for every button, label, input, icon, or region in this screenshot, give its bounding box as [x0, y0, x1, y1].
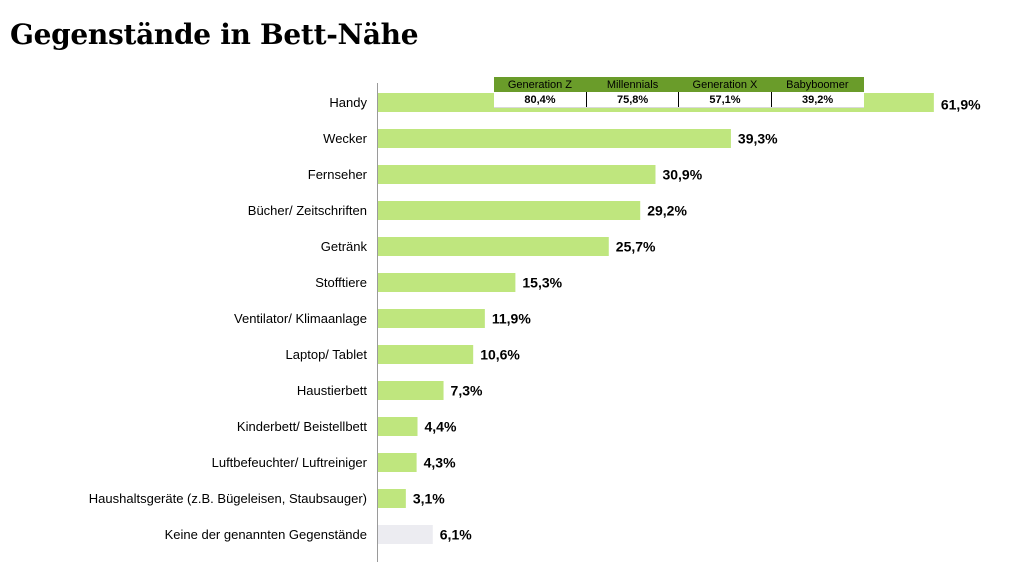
category-label: Luftbefeuchter/ Luftreiniger — [212, 455, 368, 470]
bar — [378, 273, 516, 292]
category-label: Keine der genannten Gegenstände — [165, 527, 367, 542]
category-label: Getränk — [321, 239, 368, 254]
value-label: 61,9% — [941, 97, 981, 113]
value-label: 25,7% — [616, 239, 656, 255]
category-label: Handy — [329, 95, 367, 110]
bar — [378, 201, 641, 220]
category-label: Laptop/ Tablet — [286, 347, 368, 362]
bar — [378, 489, 406, 508]
bar — [378, 129, 731, 148]
bar — [378, 309, 485, 328]
value-label: 7,3% — [451, 383, 483, 399]
category-label: Haustierbett — [297, 383, 367, 398]
category-label: Fernseher — [308, 167, 368, 182]
generation-header-cell: Generation Z — [494, 77, 587, 92]
category-label: Haushaltsgeräte (z.B. Bügeleisen, Staubs… — [89, 491, 367, 506]
bar — [378, 237, 609, 256]
generation-header-cell: Babyboomer — [771, 77, 865, 92]
value-label: 3,1% — [413, 491, 445, 507]
value-label: 15,3% — [522, 275, 562, 291]
value-label: 10,6% — [480, 347, 520, 363]
value-label: 39,3% — [738, 131, 778, 147]
generation-value-cell: 39,2% — [771, 92, 864, 108]
generation-value-row: 80,4% 75,8% 57,1% 39,2% — [494, 92, 864, 108]
bar — [378, 525, 433, 544]
chart-title: Gegenstände in Bett-Nähe — [10, 18, 419, 51]
generation-header-cell: Generation X — [678, 77, 772, 92]
generation-header-row: Generation Z Millennials Generation X Ba… — [494, 77, 865, 92]
value-label: 4,3% — [424, 455, 456, 471]
bar — [378, 381, 444, 400]
category-label: Ventilator/ Klimaanlage — [234, 311, 367, 326]
bars-layer: Handy 61,9% Wecker 39,3% Fernseher 30,9% Büche… — [89, 93, 981, 544]
bar — [378, 453, 417, 472]
generation-breakdown-table: Generation Z Millennials Generation X Ba… — [494, 77, 865, 108]
bar — [378, 417, 418, 436]
category-label: Stofftiere — [315, 275, 367, 290]
value-label: 6,1% — [440, 527, 472, 543]
category-label: Bücher/ Zeitschriften — [248, 203, 367, 218]
category-label: Wecker — [323, 131, 367, 146]
value-label: 30,9% — [662, 167, 702, 183]
generation-header-cell: Millennials — [586, 77, 680, 92]
category-label: Kinderbett/ Beistellbett — [237, 419, 367, 434]
value-label: 4,4% — [425, 419, 457, 435]
bar — [378, 345, 474, 364]
generation-value-cell: 75,8% — [586, 92, 680, 108]
bar — [378, 165, 656, 184]
generation-value-cell: 80,4% — [494, 92, 587, 108]
value-label: 11,9% — [492, 311, 531, 327]
generation-value-cell: 57,1% — [678, 92, 772, 108]
value-label: 29,2% — [647, 203, 687, 219]
